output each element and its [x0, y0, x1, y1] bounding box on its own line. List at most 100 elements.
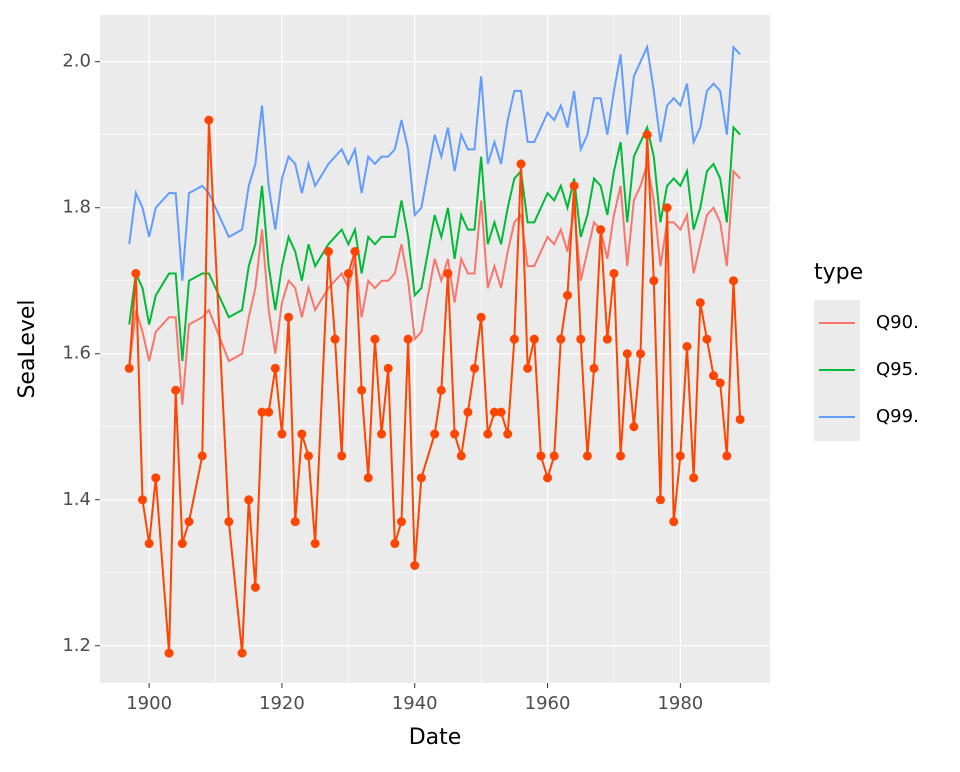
data-point — [509, 334, 519, 344]
x-axis-title: Date — [409, 725, 462, 750]
data-point — [689, 473, 699, 483]
data-point — [450, 429, 460, 439]
data-point — [609, 268, 619, 278]
data-point — [463, 407, 473, 417]
x-tick-label: 1960 — [525, 693, 571, 714]
data-point — [728, 276, 738, 286]
data-point — [270, 363, 280, 373]
legend-label: Q95. — [876, 359, 919, 380]
data-point — [622, 349, 632, 359]
y-tick-label: 1.8 — [62, 197, 91, 218]
data-point — [396, 517, 406, 527]
y-tick-label: 1.2 — [62, 635, 91, 656]
data-point — [702, 334, 712, 344]
data-point — [722, 451, 732, 461]
data-point — [330, 334, 340, 344]
data-point — [224, 517, 234, 527]
data-point — [343, 268, 353, 278]
data-point — [403, 334, 413, 344]
x-tick-label: 1940 — [392, 693, 438, 714]
data-point — [536, 451, 546, 461]
data-point — [596, 225, 606, 235]
data-point — [483, 429, 493, 439]
data-point — [363, 473, 373, 483]
data-point — [350, 247, 360, 257]
data-point — [430, 429, 440, 439]
data-point — [709, 371, 719, 381]
data-point — [237, 648, 247, 658]
data-point — [695, 298, 705, 308]
legend-title: type — [814, 260, 863, 285]
data-point — [177, 539, 187, 549]
data-point — [655, 495, 665, 505]
data-point — [636, 349, 646, 359]
data-point — [642, 130, 652, 140]
data-point — [602, 334, 612, 344]
data-point — [649, 276, 659, 286]
data-point — [503, 429, 513, 439]
data-point — [264, 407, 274, 417]
data-point — [735, 414, 745, 424]
data-point — [144, 539, 154, 549]
data-point — [543, 473, 553, 483]
data-point — [436, 385, 446, 395]
data-point — [137, 495, 147, 505]
data-point — [383, 363, 393, 373]
data-point — [410, 560, 420, 570]
data-point — [337, 451, 347, 461]
data-point — [310, 539, 320, 549]
data-point — [715, 378, 725, 388]
data-point — [124, 363, 134, 373]
data-point — [589, 363, 599, 373]
x-tick-label: 1980 — [657, 693, 703, 714]
data-point — [131, 268, 141, 278]
data-point — [496, 407, 506, 417]
data-point — [257, 407, 267, 417]
data-point — [204, 115, 214, 125]
data-point — [629, 422, 639, 432]
data-point — [416, 473, 426, 483]
data-point — [443, 268, 453, 278]
y-tick-label: 2.0 — [62, 51, 91, 72]
data-point — [549, 451, 559, 461]
data-point — [171, 385, 181, 395]
data-point — [470, 363, 480, 373]
data-point — [582, 451, 592, 461]
data-point — [323, 247, 333, 257]
data-point — [576, 334, 586, 344]
data-point — [370, 334, 380, 344]
x-tick-label: 1900 — [126, 693, 172, 714]
y-tick-label: 1.6 — [62, 343, 91, 364]
data-point — [250, 582, 260, 592]
data-point — [682, 341, 692, 351]
data-point — [616, 451, 626, 461]
series-line — [128, 43, 741, 281]
data-point — [516, 159, 526, 169]
data-point — [377, 429, 387, 439]
data-point — [151, 473, 161, 483]
data-point — [476, 312, 486, 322]
data-point — [556, 334, 566, 344]
data-point — [297, 429, 307, 439]
data-point — [357, 385, 367, 395]
data-point — [456, 451, 466, 461]
y-axis-title: SeaLevel — [15, 299, 40, 398]
data-point — [290, 517, 300, 527]
series-line — [128, 120, 742, 654]
x-tick-label: 1920 — [259, 693, 305, 714]
data-point — [662, 203, 672, 213]
data-point — [304, 451, 314, 461]
data-point — [529, 334, 539, 344]
data-point — [244, 495, 254, 505]
data-point — [562, 290, 572, 300]
data-point — [184, 517, 194, 527]
data-point — [675, 451, 685, 461]
data-point — [277, 429, 287, 439]
data-point — [197, 451, 207, 461]
y-tick-label: 1.4 — [62, 489, 91, 510]
data-point — [669, 517, 679, 527]
data-point — [390, 539, 400, 549]
data-point — [523, 363, 533, 373]
